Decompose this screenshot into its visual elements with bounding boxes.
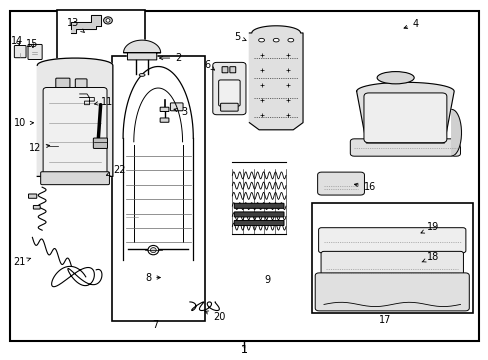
Text: 21: 21 [13,257,31,267]
FancyBboxPatch shape [318,228,465,253]
FancyBboxPatch shape [160,107,168,112]
FancyBboxPatch shape [317,172,364,195]
Text: 11: 11 [94,97,113,107]
Ellipse shape [106,19,110,22]
Text: 5: 5 [233,32,245,41]
FancyBboxPatch shape [93,138,107,148]
FancyBboxPatch shape [363,93,446,143]
Text: 1: 1 [241,345,247,355]
Text: 8: 8 [145,273,160,283]
Text: 14: 14 [11,36,23,46]
Text: 7: 7 [152,320,159,330]
Ellipse shape [376,72,413,84]
Text: 1: 1 [241,345,247,355]
FancyBboxPatch shape [229,67,235,73]
Text: 22: 22 [106,165,125,176]
Polygon shape [356,82,453,143]
Ellipse shape [150,248,156,253]
Polygon shape [71,15,101,33]
FancyBboxPatch shape [234,212,284,217]
Text: 19: 19 [420,222,439,233]
FancyBboxPatch shape [28,194,37,198]
FancyBboxPatch shape [48,140,59,149]
Text: 15: 15 [26,40,39,49]
FancyBboxPatch shape [222,67,227,73]
Polygon shape [451,109,461,156]
Text: 20: 20 [204,311,224,322]
Text: 16: 16 [354,182,375,192]
Text: 18: 18 [421,252,439,262]
FancyBboxPatch shape [220,103,238,111]
Polygon shape [37,58,113,176]
FancyBboxPatch shape [234,203,284,208]
FancyBboxPatch shape [33,206,40,209]
Ellipse shape [273,39,279,42]
Text: 4: 4 [403,19,418,29]
FancyBboxPatch shape [43,87,107,176]
FancyBboxPatch shape [321,251,463,282]
Text: 2: 2 [159,53,181,63]
FancyBboxPatch shape [160,118,168,122]
FancyBboxPatch shape [234,221,284,226]
Text: 12: 12 [29,143,50,153]
FancyBboxPatch shape [212,62,245,115]
FancyBboxPatch shape [14,45,26,58]
Polygon shape [80,94,94,105]
FancyBboxPatch shape [56,78,70,87]
FancyBboxPatch shape [75,79,87,87]
Ellipse shape [103,17,112,24]
Ellipse shape [139,73,145,76]
FancyBboxPatch shape [315,273,468,311]
Text: 10: 10 [14,118,34,128]
Ellipse shape [258,39,264,42]
Text: 3: 3 [174,107,187,117]
FancyBboxPatch shape [218,80,240,106]
FancyBboxPatch shape [170,103,183,111]
Text: 13: 13 [66,18,84,32]
FancyBboxPatch shape [349,139,460,156]
Bar [311,203,472,314]
Bar [57,10,144,74]
Ellipse shape [148,246,158,255]
Bar [112,56,204,320]
FancyBboxPatch shape [41,172,109,185]
FancyBboxPatch shape [28,44,42,59]
Text: 9: 9 [264,275,270,285]
Polygon shape [123,40,160,60]
Text: 17: 17 [378,315,390,325]
Ellipse shape [287,39,293,42]
Text: 6: 6 [204,59,214,70]
Polygon shape [249,26,303,130]
